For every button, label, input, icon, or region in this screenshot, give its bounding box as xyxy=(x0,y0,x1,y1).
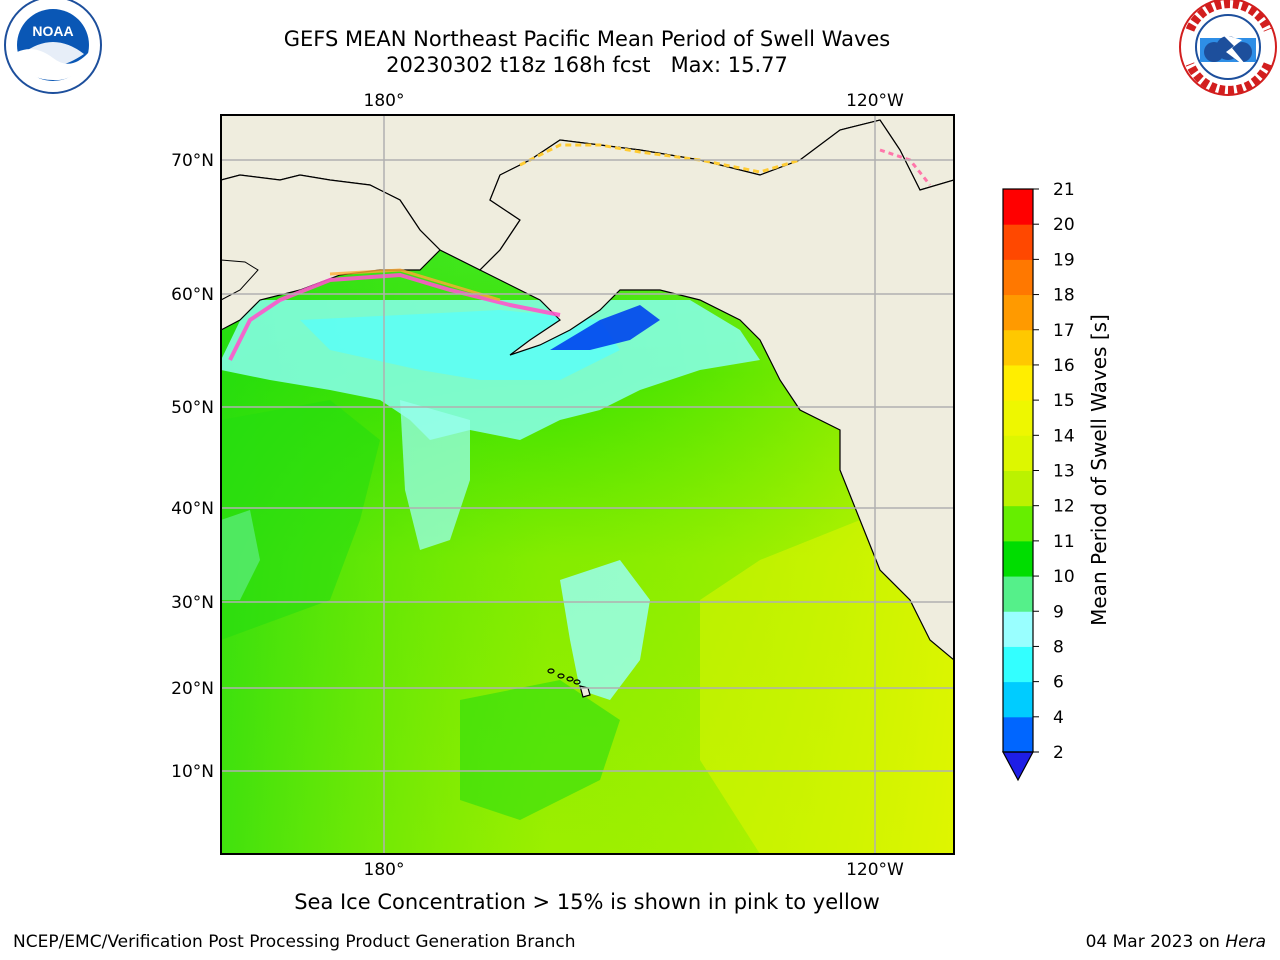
colorbar-tick-label: 19 xyxy=(1053,250,1075,270)
land-kamchatka xyxy=(221,259,259,301)
colorbar-tick-label: 10 xyxy=(1053,567,1075,587)
footer-date: 04 Mar 2023 on Hera xyxy=(1086,932,1266,952)
colorbar-tick-label: 13 xyxy=(1053,462,1075,482)
lat-label-40n: 40°N xyxy=(171,499,214,519)
colorbar-swatch xyxy=(1003,224,1033,260)
colorbar-swatch xyxy=(1003,435,1033,471)
lon-label-bottom-120w: 120°W xyxy=(846,860,904,880)
colorbar-tick-label: 16 xyxy=(1053,356,1075,376)
lat-label-10n: 10°N xyxy=(171,762,214,782)
colorbar-swatch xyxy=(1003,329,1033,366)
noaa-logo-text: NOAA xyxy=(32,23,73,39)
colorbar-tick-label: 18 xyxy=(1053,286,1075,306)
colorbar-tick-label: 14 xyxy=(1053,426,1075,446)
colorbar-tick-label: 17 xyxy=(1053,321,1075,341)
lat-label-20n: 20°N xyxy=(171,679,214,699)
colorbar-under-arrow xyxy=(1001,751,1035,782)
swell-region-green-south xyxy=(460,680,620,820)
colorbar-swatch xyxy=(1003,470,1033,507)
title-line-2: 20230302 t18z 168h fcst Max: 15.77 xyxy=(386,53,788,77)
colorbar-tick-label: 9 xyxy=(1053,602,1064,622)
figure-title: GEFS MEAN Northeast Pacific Mean Period … xyxy=(220,26,954,78)
colorbar-swatch xyxy=(1003,294,1033,331)
colorbar-tick-label: 6 xyxy=(1053,673,1064,693)
sea-ice-edge-bering xyxy=(228,272,561,361)
swell-region-cyan-tongue xyxy=(400,400,470,550)
lat-label-30n: 30°N xyxy=(171,593,214,613)
nws-logo-icon xyxy=(1179,0,1277,96)
colorbar-swatch xyxy=(1003,189,1033,225)
swell-region-green-west xyxy=(221,400,380,640)
colorbar-tick-label: 15 xyxy=(1053,391,1075,411)
land-north-america xyxy=(478,119,954,661)
footer-branch: NCEP/EMC/Verification Post Processing Pr… xyxy=(13,932,576,952)
footer-date-text: 04 Mar 2023 on xyxy=(1085,932,1226,952)
colorbar-swatch xyxy=(1003,505,1033,542)
sea-ice-edge-bering-outer xyxy=(329,268,501,302)
colorbar-tick-label: 4 xyxy=(1053,708,1064,728)
sea-ice-caption: Sea Ice Concentration > 15% is shown in … xyxy=(294,890,880,914)
colorbar-tick-label: 21 xyxy=(1053,180,1075,200)
lat-label-60n: 60°N xyxy=(171,285,214,305)
colorbar-swatch xyxy=(1003,716,1033,753)
sea-ice-edge-arctic xyxy=(519,143,801,174)
lon-label-bottom-180: 180° xyxy=(364,860,405,880)
colorbar-swatch xyxy=(1003,540,1033,577)
lon-label-top-180: 180° xyxy=(364,91,405,111)
colorbar-swatch xyxy=(1003,259,1033,296)
colorbar-swatch xyxy=(1003,400,1033,436)
colorbar-swatch xyxy=(1003,364,1033,401)
colorbar-tick-label: 2 xyxy=(1053,743,1064,763)
colorbar-label: Mean Period of Swell Waves [s] xyxy=(1087,314,1111,626)
graticule xyxy=(221,115,954,854)
colorbar-swatch xyxy=(1003,576,1033,612)
swell-region-cyan-central xyxy=(560,560,650,700)
noaa-logo-icon: NOAA xyxy=(4,0,102,94)
swell-region-cyan-core xyxy=(300,310,620,380)
colorbar-tick-label: 12 xyxy=(1053,497,1075,517)
colorbar-tick-label: 8 xyxy=(1053,637,1064,657)
colorbar-swatch xyxy=(1003,646,1033,683)
colorbar-tick-label: 20 xyxy=(1053,215,1075,235)
colorbar: 2 4 6 8 9 10 11 12 13 14 15 16 17 18 19 20 21 xyxy=(1001,180,1075,782)
map-plot-area xyxy=(221,115,954,854)
colorbar-swatch xyxy=(1003,611,1033,647)
land-siberia xyxy=(221,174,441,331)
map-frame xyxy=(220,114,955,855)
lon-label-top-120w: 120°W xyxy=(846,91,904,111)
title-line-1: GEFS MEAN Northeast Pacific Mean Period … xyxy=(283,27,891,51)
colorbar-tick-label: 11 xyxy=(1053,532,1075,552)
lat-label-50n: 50°N xyxy=(171,398,214,418)
footer-host: Hera xyxy=(1225,932,1266,952)
colorbar-swatch xyxy=(1003,681,1033,718)
lat-label-70n: 70°N xyxy=(171,151,214,171)
swell-region-blue xyxy=(550,305,660,350)
